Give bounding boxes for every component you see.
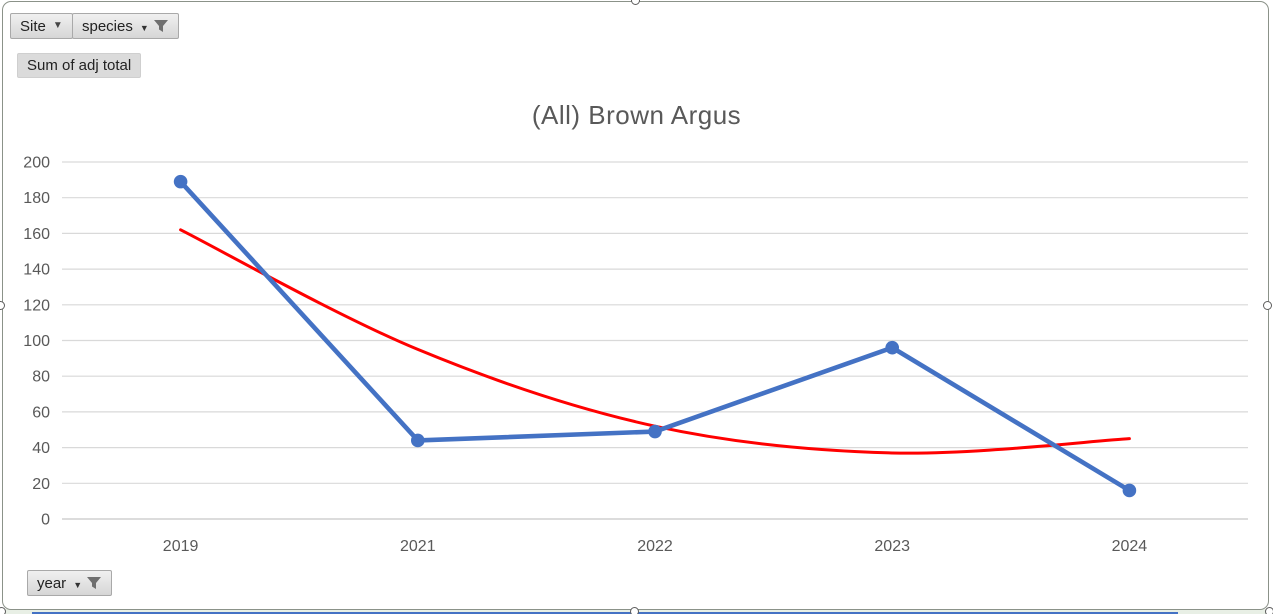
y-axis-tick-label: 200 — [23, 155, 50, 172]
filter-icon — [153, 18, 169, 34]
selection-handle-right-middle[interactable] — [1263, 300, 1272, 310]
trendline[interactable] — [179, 228, 1131, 455]
selection-handle-bottom-right[interactable] — [1265, 607, 1273, 614]
species-filter-button[interactable]: species ▼ — [72, 13, 179, 39]
y-axis-tick-label: 80 — [32, 369, 50, 386]
selection-handle-bottom-center[interactable] — [629, 606, 639, 614]
dropdown-arrow-icon: ▼ — [139, 23, 149, 33]
value-field-button[interactable]: Sum of adj total — [17, 53, 142, 78]
pivot-table-top-border — [32, 611, 1178, 614]
year-filter-label: year — [37, 574, 67, 592]
y-axis-tick-label: 60 — [32, 404, 50, 421]
y-axis-tick-label: 20 — [32, 476, 50, 493]
data-point-marker[interactable] — [1122, 483, 1137, 498]
y-axis-labels: 0 20 40 60 80 100 120 140 160 180 200 — [23, 155, 50, 529]
gridlines — [62, 161, 1248, 520]
x-axis-tick-label: 2021 — [400, 538, 436, 555]
y-axis-tick-label: 180 — [23, 190, 50, 207]
data-point-marker[interactable] — [648, 424, 662, 439]
selection-handle-bottom-left[interactable] — [0, 607, 6, 614]
x-axis-tick-label: 2024 — [1112, 538, 1148, 555]
chart-title[interactable]: (All) Brown Argus — [531, 100, 742, 130]
y-axis-tick-label: 160 — [23, 226, 50, 243]
value-field-label: Sum of adj total — [27, 57, 132, 74]
dropdown-arrow-icon: ▼ — [52, 20, 63, 31]
filter-icon — [86, 575, 102, 591]
x-axis-tick-label: 2019 — [163, 538, 199, 555]
site-filter-button[interactable]: Site ▼ — [10, 13, 73, 39]
y-axis-tick-label: 120 — [23, 297, 50, 314]
x-axis-tick-label: 2023 — [874, 538, 910, 555]
y-axis-tick-label: 140 — [23, 262, 50, 279]
y-axis-tick-label: 100 — [23, 333, 50, 350]
data-point-marker[interactable] — [411, 433, 425, 448]
year-filter-button[interactable]: year ▼ — [27, 570, 113, 596]
x-axis-tick-label: 2022 — [637, 538, 673, 555]
site-filter-label: Site — [20, 17, 46, 35]
y-axis-tick-label: 0 — [41, 512, 50, 529]
species-filter-label: species — [82, 17, 133, 35]
y-axis-tick-label: 40 — [32, 440, 50, 457]
data-point-marker[interactable] — [173, 174, 188, 189]
series-line[interactable] — [178, 179, 1132, 493]
x-axis-labels: 2019 2021 2022 2023 2024 — [163, 538, 1147, 555]
dropdown-arrow-icon: ▼ — [73, 580, 83, 590]
selection-handle-top-center[interactable] — [630, 0, 640, 5]
data-point-marker[interactable] — [885, 340, 899, 355]
